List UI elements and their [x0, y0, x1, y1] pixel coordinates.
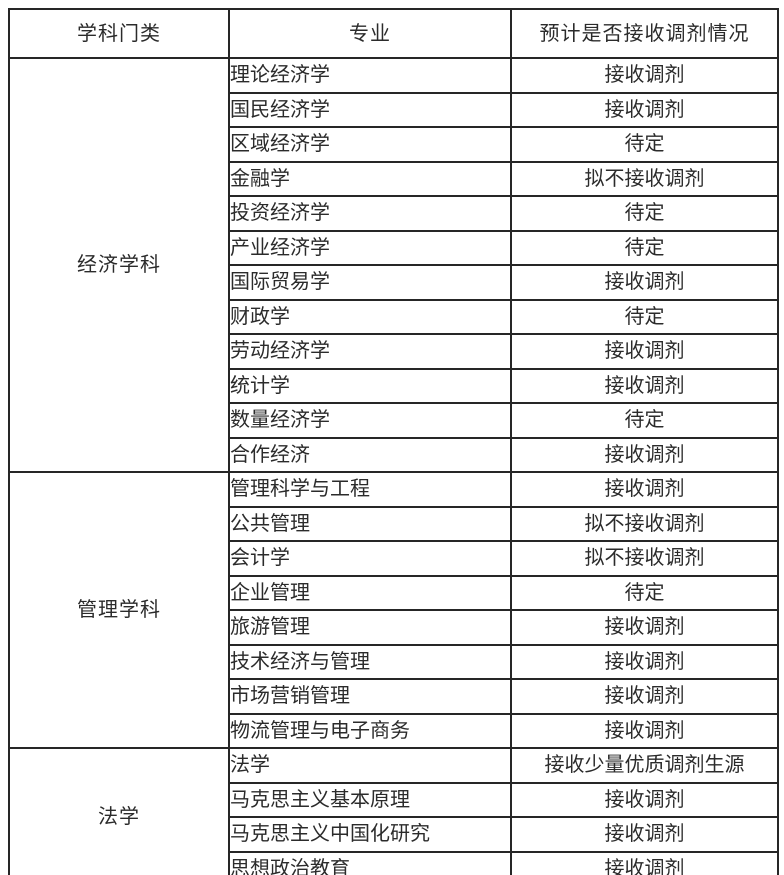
table-row: 旅游管理 接收调剂 [9, 609, 779, 646]
adjustment-status-cell: 待定 [510, 229, 779, 266]
adjustment-status-cell: 接收调剂 [510, 816, 779, 853]
adjustment-status-cell: 待定 [510, 195, 779, 232]
major-cell: 旅游管理 [228, 609, 512, 646]
table-row: 思想政治教育 接收调剂 [9, 850, 779, 875]
table-row: 技术经济与管理 接收调剂 [9, 643, 779, 680]
adjustment-status-cell: 接收调剂 [510, 264, 779, 301]
major-cell: 马克思主义基本原理 [228, 781, 512, 818]
major-cell: 投资经济学 [228, 195, 512, 232]
table-row: 产业经济学 待定 [9, 229, 779, 266]
table-row: 投资经济学 待定 [9, 195, 779, 232]
major-cell: 会计学 [228, 540, 512, 577]
table-row: 马克思主义中国化研究 接收调剂 [9, 816, 779, 853]
adjustment-status-cell: 接收调剂 [510, 57, 779, 94]
table-row: 合作经济 接收调剂 [9, 436, 779, 473]
major-cell: 金融学 [228, 160, 512, 197]
category-cell: 法学 [8, 747, 230, 875]
major-cell: 技术经济与管理 [228, 643, 512, 680]
major-cell: 区域经济学 [228, 126, 512, 163]
table-header-row: 学科门类 专业 预计是否接收调剂情况 [8, 8, 779, 59]
table-row: 国民经济学 接收调剂 [9, 91, 779, 128]
major-cell: 国民经济学 [228, 91, 512, 128]
table-row: 物流管理与电子商务 接收调剂 [9, 712, 779, 749]
category-cell: 经济学科 [8, 57, 230, 473]
table-row: 区域经济学 待定 [9, 126, 779, 163]
table-row: 法学 法学 接收少量优质调剂生源 [8, 747, 779, 875]
major-cell: 理论经济学 [228, 57, 512, 94]
table-row: 会计学 拟不接收调剂 [9, 540, 779, 577]
column-header-category: 学科门类 [8, 8, 230, 59]
adjustment-status-cell: 接收调剂 [510, 333, 779, 370]
major-cell: 思想政治教育 [228, 850, 512, 875]
table-row: 统计学 接收调剂 [9, 367, 779, 404]
adjustment-status-cell: 待定 [510, 574, 779, 611]
major-cell: 数量经济学 [228, 402, 512, 439]
major-cell: 市场营销管理 [228, 678, 512, 715]
table-row: 数量经济学 待定 [9, 402, 779, 439]
major-cell: 公共管理 [228, 505, 512, 542]
column-header-status: 预计是否接收调剂情况 [510, 8, 779, 59]
table-row: 公共管理 拟不接收调剂 [9, 505, 779, 542]
table-row: 经济学科 理论经济学 接收调剂 [8, 57, 779, 473]
adjustment-status-cell: 拟不接收调剂 [510, 160, 779, 197]
adjustment-status-cell: 待定 [510, 402, 779, 439]
table-row: 马克思主义基本原理 接收调剂 [9, 781, 779, 818]
major-cell: 统计学 [228, 367, 512, 404]
adjustment-status-cell: 拟不接收调剂 [510, 540, 779, 577]
adjustment-status-cell: 拟不接收调剂 [510, 505, 779, 542]
major-cell: 财政学 [228, 298, 512, 335]
adjustment-status-cell: 接收调剂 [510, 609, 779, 646]
major-cell: 企业管理 [228, 574, 512, 611]
table-row: 市场营销管理 接收调剂 [9, 678, 779, 715]
table-row: 企业管理 待定 [9, 574, 779, 611]
major-cell: 法学 [228, 747, 512, 784]
category-cell: 管理学科 [8, 471, 230, 749]
table-row: 财政学 待定 [9, 298, 779, 335]
adjustment-status-cell: 接收调剂 [510, 436, 779, 473]
adjustment-status-cell: 接收调剂 [510, 850, 779, 875]
major-cell: 合作经济 [228, 436, 512, 473]
major-cell: 劳动经济学 [228, 333, 512, 370]
major-cell: 国际贸易学 [228, 264, 512, 301]
major-cell: 物流管理与电子商务 [228, 712, 512, 749]
table-row: 金融学 拟不接收调剂 [9, 160, 779, 197]
adjustment-status-cell: 接收调剂 [510, 781, 779, 818]
adjustment-status-cell: 接收调剂 [510, 643, 779, 680]
adjustment-status-cell: 接收调剂 [510, 367, 779, 404]
table-row: 国际贸易学 接收调剂 [9, 264, 779, 301]
table-row: 管理学科 管理科学与工程 接收调剂 [8, 471, 779, 749]
major-cell: 马克思主义中国化研究 [228, 816, 512, 853]
adjustment-status-cell: 接收调剂 [510, 678, 779, 715]
major-cell: 管理科学与工程 [228, 471, 512, 508]
adjustment-status-cell: 待定 [510, 126, 779, 163]
adjustment-status-cell: 待定 [510, 298, 779, 335]
adjustment-status-cell: 接收少量优质调剂生源 [510, 747, 779, 784]
major-cell: 产业经济学 [228, 229, 512, 266]
adjustment-table: 学科门类 专业 预计是否接收调剂情况 经济学科 理论经济学 接收调剂 国民经济学 接收调剂区… [8, 8, 779, 875]
table-row: 劳动经济学 接收调剂 [9, 333, 779, 370]
adjustment-status-cell: 接收调剂 [510, 91, 779, 128]
column-header-major: 专业 [228, 8, 512, 59]
adjustment-status-cell: 接收调剂 [510, 712, 779, 749]
adjustment-status-cell: 接收调剂 [510, 471, 779, 508]
